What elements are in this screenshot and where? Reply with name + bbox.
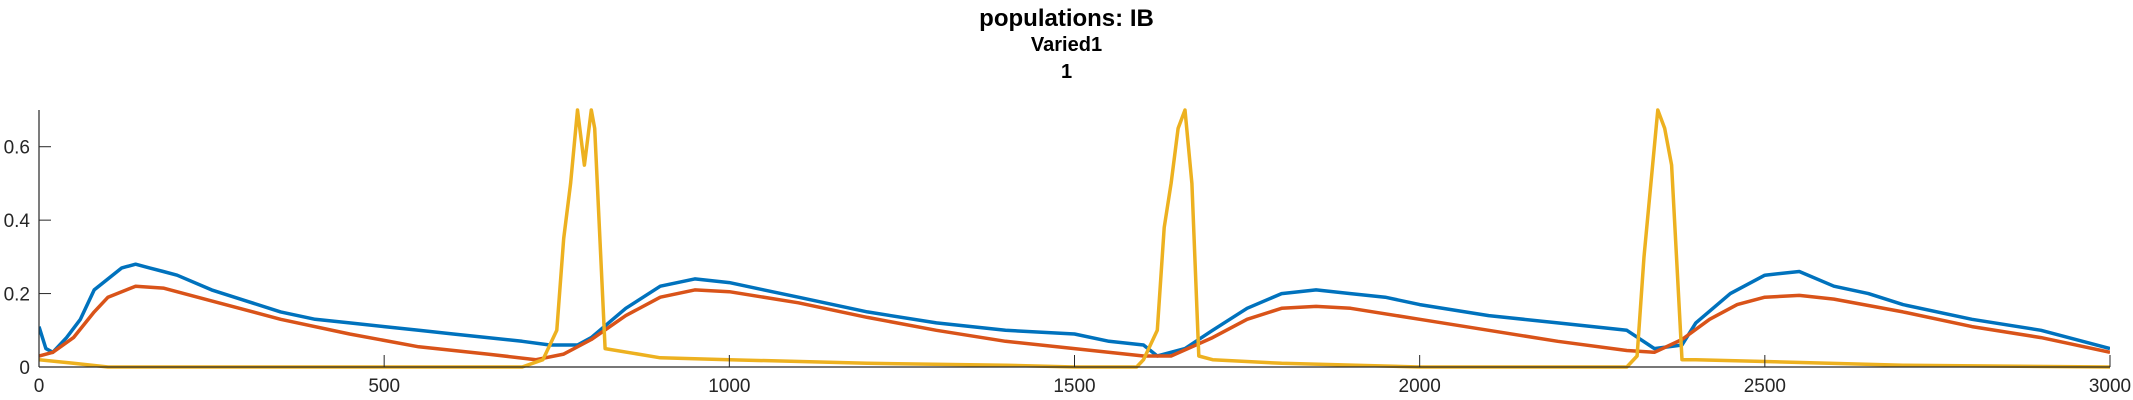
x-tick-label: 500 <box>368 376 400 397</box>
x-tick-label: 3000 <box>2089 376 2131 397</box>
series-line-3 <box>39 108 2110 369</box>
y-tick-label: 0.4 <box>4 211 31 232</box>
chart-titles: populations: IB Varied1 1 <box>0 0 2133 86</box>
x-tick-label: 2000 <box>1399 376 1441 397</box>
x-tick-label: 1500 <box>1053 376 1095 397</box>
y-tick-label: 0.2 <box>4 285 30 306</box>
series-line-1 <box>39 262 2110 358</box>
x-tick-label: 1000 <box>708 376 750 397</box>
x-tick-label: 2500 <box>1744 376 1786 397</box>
chart-title: populations: IB <box>979 5 1154 32</box>
y-tick-label: 0.6 <box>4 138 30 159</box>
chart-subtitle-2: 1 <box>1060 61 1073 83</box>
chart-subtitle-1: Varied1 <box>1030 34 1103 56</box>
series-line-2 <box>39 284 2110 362</box>
x-tick-label: 0 <box>34 376 45 397</box>
y-tick-label: 0 <box>19 358 30 379</box>
